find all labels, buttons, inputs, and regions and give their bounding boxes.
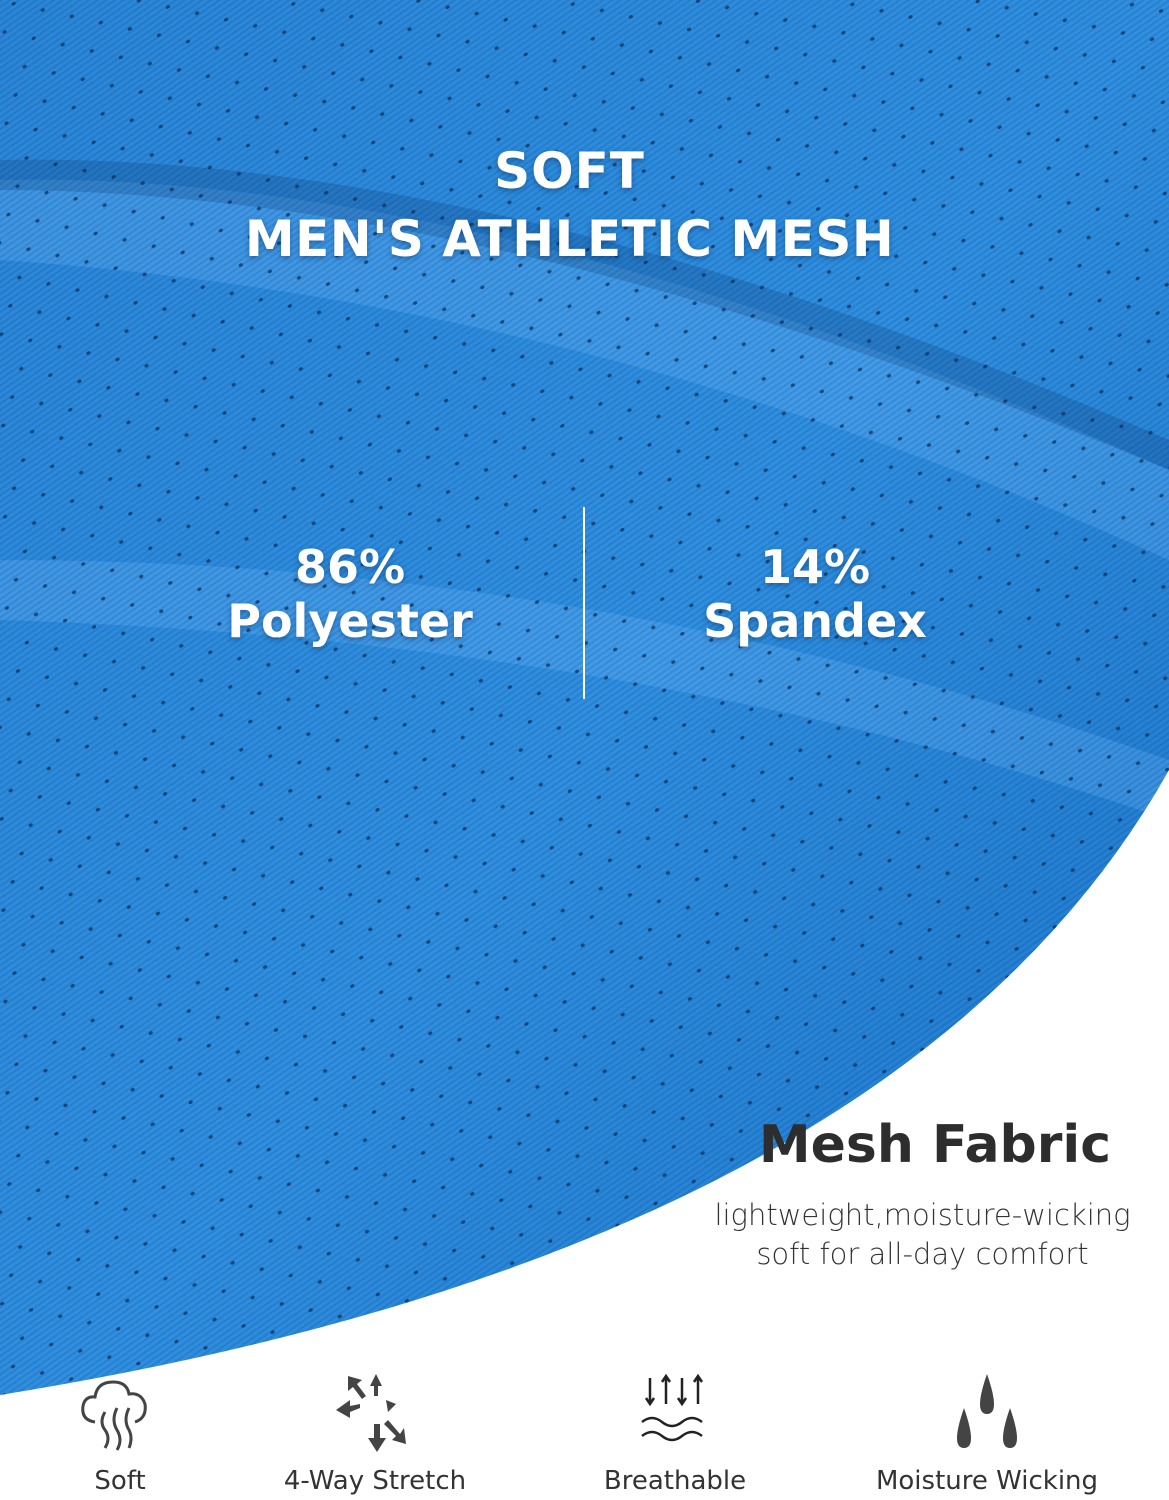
- stretch-arrows-icon: [336, 1374, 406, 1452]
- feature-stretch: 4-Way Stretch: [255, 1372, 495, 1496]
- water-drops-icon: [957, 1374, 1017, 1448]
- feature-label-moisture-wicking: Moisture Wicking: [875, 1466, 1099, 1496]
- cloud-steam-icon: [81, 1380, 147, 1451]
- feature-label-stretch: 4-Way Stretch: [283, 1466, 467, 1496]
- feature-soft: Soft: [0, 1372, 240, 1496]
- spandex-percent: 14%: [759, 540, 871, 594]
- feature-breathable: Breathable: [555, 1372, 795, 1496]
- composition-spandex: 14% Spandex: [665, 540, 965, 648]
- headline-line2: MEN'S ATHLETIC MESH: [244, 210, 895, 268]
- composition-polyester: 86% Polyester: [200, 540, 500, 648]
- airflow-waves-icon: [641, 1373, 704, 1442]
- feature-label-breathable: Breathable: [603, 1466, 747, 1496]
- polyester-percent: 86%: [294, 540, 406, 594]
- feature-moisture-wicking: Moisture Wicking: [867, 1372, 1107, 1496]
- fabric-description-line2: soft for all-day comfort: [756, 1237, 1089, 1271]
- composition-divider: [583, 507, 585, 699]
- feature-label-soft: Soft: [94, 1466, 146, 1496]
- spandex-label: Spandex: [703, 594, 927, 648]
- headline-line1: SOFT: [494, 142, 645, 200]
- fabric-title: Mesh Fabric: [758, 1115, 1112, 1175]
- fabric-description-line1: lightweight,moisture-wicking: [714, 1198, 1131, 1232]
- fabric-description: lightweight,moisture-wicking soft for al…: [680, 1196, 1165, 1274]
- polyester-label: Polyester: [227, 594, 473, 648]
